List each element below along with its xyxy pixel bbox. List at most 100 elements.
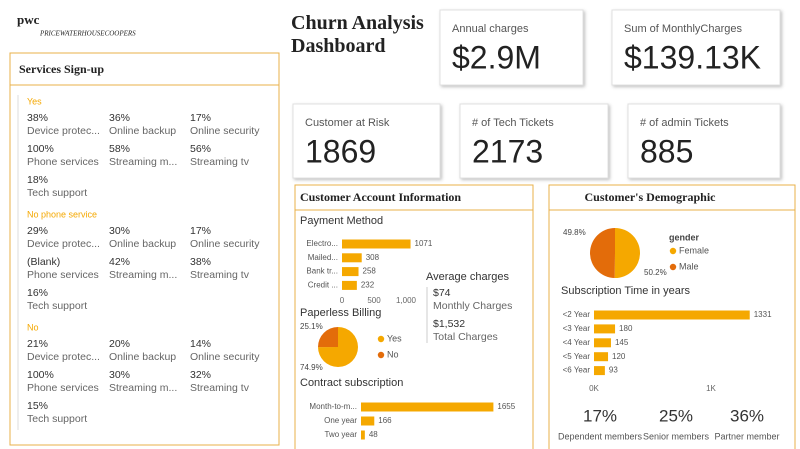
bar: [342, 253, 362, 263]
service-label: Phone services: [27, 382, 99, 394]
service-label: Streaming m...: [109, 382, 177, 394]
category-label: Credit ...: [308, 281, 338, 290]
service-label: Online backup: [109, 238, 176, 250]
data-label: 1071: [415, 239, 433, 248]
chart-title: Contract subscription: [300, 377, 403, 389]
service-value: 29%: [27, 225, 48, 237]
stat-label: Senior members: [643, 431, 710, 441]
data-label: 49.8%: [563, 228, 586, 237]
kpi-value: 885: [640, 133, 693, 169]
data-label: 180: [619, 324, 633, 333]
data-label: 48: [369, 430, 378, 439]
bar: [342, 239, 411, 249]
logo-brand: pwc: [17, 12, 40, 27]
data-label: 258: [363, 267, 377, 276]
category-label: <4 Year: [563, 338, 591, 347]
service-value: 30%: [109, 369, 130, 381]
kpi-label: Customer at Risk: [305, 117, 390, 129]
kpi-value: 1869: [305, 133, 376, 169]
stat-value: 17%: [583, 406, 617, 425]
kpi-label: Annual charges: [452, 23, 529, 35]
chart-title: Paperless Billing: [300, 307, 381, 319]
service-label: Device protec...: [27, 125, 100, 137]
service-label: Streaming tv: [190, 156, 250, 168]
legend-label: Yes: [387, 333, 402, 343]
services-panel: [9, 52, 280, 446]
service-value: 20%: [109, 338, 130, 350]
bar: [594, 352, 609, 362]
data-label: 1331: [754, 310, 772, 319]
data-label: 25.1%: [300, 322, 323, 331]
logo-name: PRICEWATERHOUSECOOPERS: [39, 30, 136, 38]
category-label: <5 Year: [563, 352, 591, 361]
group-name: No: [27, 322, 39, 332]
service-label: Online security: [190, 238, 260, 250]
bar: [594, 338, 611, 348]
x-tick-label: 1K: [706, 384, 716, 393]
kpi-value: 2173: [472, 133, 543, 169]
kpi-card: [439, 9, 584, 86]
data-label: 166: [378, 416, 392, 425]
category-label: <2 Year: [563, 310, 591, 319]
legend-marker: [669, 247, 677, 255]
bar: [342, 280, 357, 290]
service-label: Online backup: [109, 125, 176, 137]
service-value: 42%: [109, 256, 130, 268]
avg-label: Total Charges: [433, 331, 498, 343]
service-value: 58%: [109, 143, 130, 155]
service-label: Streaming m...: [109, 156, 177, 168]
service-value: 15%: [27, 400, 48, 412]
service-value: 17%: [190, 225, 211, 237]
panel-title: Customer's Demographic: [585, 190, 717, 204]
service-value: 38%: [190, 256, 211, 268]
dashboard-title: Churn Analysis Dashboard: [291, 12, 424, 57]
bar: [594, 310, 750, 320]
chart-title: Subscription Time in years: [561, 285, 690, 297]
service-value: 100%: [27, 369, 54, 381]
kpi-label: Sum of MonthlyCharges: [624, 23, 742, 35]
service-value: 100%: [27, 143, 54, 155]
bar: [594, 366, 605, 376]
avg-label: Monthly Charges: [433, 300, 512, 312]
service-label: Streaming tv: [190, 382, 250, 394]
stat-value: 25%: [659, 406, 693, 425]
stat-label: Dependent members: [558, 431, 643, 441]
stat-label: Partner member: [714, 431, 779, 441]
service-value: 32%: [190, 369, 211, 381]
data-label: 145: [615, 338, 629, 347]
kpi-card: [459, 103, 609, 179]
legend-label: Male: [679, 261, 699, 271]
service-label: Online backup: [109, 351, 176, 363]
panel-title: Services Sign-up: [19, 62, 104, 76]
legend-label: Female: [679, 245, 709, 255]
data-label: 74.9%: [300, 363, 323, 372]
avg-title: Average charges: [426, 271, 509, 283]
legend-title: gender: [669, 232, 700, 242]
service-value: 17%: [190, 112, 211, 124]
category-label: Bank tr...: [306, 267, 338, 276]
category-label: <3 Year: [563, 324, 591, 333]
bar: [361, 416, 375, 426]
kpi-value: $2.9M: [452, 39, 541, 75]
kpi-label: # of admin Tickets: [640, 117, 729, 129]
pie-slice: [318, 327, 358, 367]
pie-slice: [318, 327, 338, 348]
service-label: Tech support: [27, 413, 87, 425]
service-value: 18%: [27, 174, 48, 186]
bar: [361, 430, 365, 440]
group-name: Yes: [27, 96, 42, 106]
data-label: 120: [612, 352, 626, 361]
kpi-card: [627, 103, 781, 179]
avg-value: $74: [433, 287, 451, 299]
category-label: Mailed...: [308, 253, 338, 262]
service-label: Tech support: [27, 187, 87, 199]
kpi-label: # of Tech Tickets: [472, 117, 554, 129]
legend-marker: [669, 263, 677, 271]
service-value: 56%: [190, 143, 211, 155]
service-value: 14%: [190, 338, 211, 350]
service-label: Phone services: [27, 156, 99, 168]
bar: [361, 402, 494, 412]
service-value: (Blank): [27, 256, 60, 268]
x-tick-label: 500: [367, 296, 381, 305]
